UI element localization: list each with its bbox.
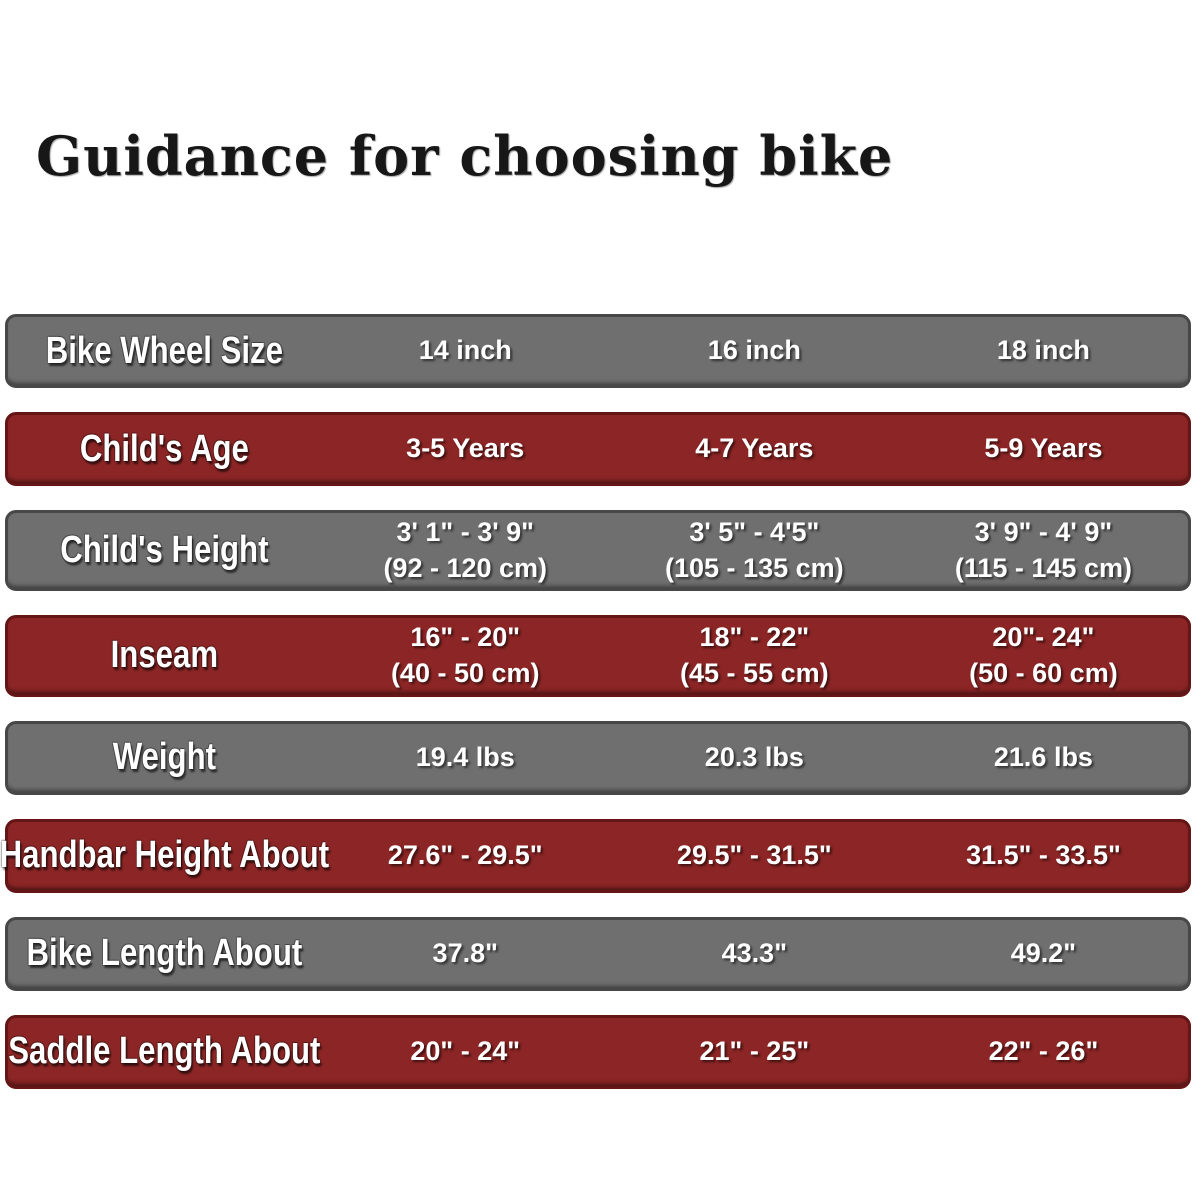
row-label: Handbar Height About	[0, 834, 330, 876]
row-label: Bike Length About	[26, 932, 303, 974]
cell-value: 21" - 25"	[610, 1020, 899, 1084]
cell-value: 20.3 lbs	[610, 726, 899, 790]
cell-value-line: 18 inch	[996, 335, 1090, 366]
row-label: Child's Age	[79, 427, 249, 470]
cell-value-line: 16" - 20"	[410, 622, 521, 653]
row-label: Weight	[112, 736, 216, 778]
cell-value-line: 16 inch	[707, 335, 801, 366]
cell-value: 18" - 22" (45 - 55 cm)	[610, 620, 899, 691]
cell-value-line: 3' 9" - 4' 9"	[974, 517, 1113, 547]
table-row: Bike Wheel Size 14 inch 16 inch 18 inch	[5, 314, 1191, 388]
cell-value: 18 inch	[899, 319, 1188, 383]
cell-value-line: 27.6" - 29.5"	[387, 839, 543, 870]
cell-value-line: 31.5" - 33.5"	[966, 839, 1121, 870]
row-label: Inseam	[110, 634, 219, 677]
cell-value: 3-5 Years	[321, 417, 610, 481]
cell-value-line: (92 - 120 cm)	[383, 552, 548, 583]
cell-value-line: 3' 5" - 4'5"	[689, 517, 820, 547]
cell-value-line: 21.6 lbs	[993, 741, 1093, 772]
cell-value: 4-7 Years	[610, 417, 899, 481]
cell-value: 14 inch	[321, 319, 610, 383]
cell-value: 27.6" - 29.5"	[321, 824, 610, 888]
row-label: Bike Wheel Size	[45, 329, 283, 372]
table-row: Handbar Height About 27.6" - 29.5" 29.5" -…	[0, 818, 1191, 893]
cell-value-line: (45 - 55 cm)	[680, 657, 829, 688]
cell-value-line: 5-9 Years	[984, 433, 1103, 464]
cell-value-line: (40 - 50 cm)	[390, 657, 540, 688]
cell-value-line: 20.3 lbs	[704, 741, 804, 772]
cell-value-line: 29.5" - 31.5"	[676, 839, 832, 870]
table-row: Child's Age 3-5 Years 4-7 Years 5-9 Years	[5, 412, 1191, 486]
row-label: Saddle Length About	[8, 1030, 321, 1072]
cell-value: 49.2"	[899, 922, 1188, 986]
cell-value-line: 19.4 lbs	[415, 741, 515, 772]
cell-value-line: (115 - 145 cm)	[954, 552, 1132, 583]
cell-value-line: 20" - 24"	[410, 1035, 521, 1066]
cell-value: 43.3"	[610, 922, 899, 986]
cell-value-line: 20"- 24"	[992, 622, 1095, 653]
cell-value: 29.5" - 31.5"	[610, 824, 899, 888]
cell-value-line: 43.3"	[721, 937, 787, 968]
cell-value: 3' 9" - 4' 9" (115 - 145 cm)	[899, 515, 1188, 586]
cell-value: 20"- 24" (50 - 60 cm)	[899, 620, 1188, 691]
cell-value: 5-9 Years	[899, 417, 1188, 481]
cell-value: 3' 1" - 3' 9" (92 - 120 cm)	[321, 515, 610, 586]
page-title: Guidance for choosing bike	[36, 124, 894, 188]
cell-value: 16" - 20" (40 - 50 cm)	[321, 620, 610, 691]
cell-value: 3' 5" - 4'5" (105 - 135 cm)	[610, 515, 899, 586]
table-row: Saddle Length About 20" - 24" 21" - 25" 22"…	[5, 1014, 1191, 1089]
row-label: Child's Height	[60, 529, 269, 572]
cell-value-line: 14 inch	[418, 335, 512, 366]
cell-value-line: 49.2"	[1010, 937, 1077, 968]
table-row: Child's Height 3' 1" - 3' 9" (92 - 120 cm)…	[5, 510, 1191, 592]
guidance-table: Bike Wheel Size 14 inch 16 inch 18 inch Chil…	[0, 314, 1191, 1089]
cell-value-line: (105 - 135 cm)	[665, 552, 844, 583]
table-row: Inseam 16" - 20" (40 - 50 cm) 18" - 22" (45 …	[5, 615, 1191, 697]
cell-value-line: 22" - 26"	[988, 1035, 1099, 1066]
cell-value-line: 4-7 Years	[695, 433, 814, 464]
cell-value-line: 21" - 25"	[699, 1035, 810, 1066]
cell-value: 16 inch	[610, 319, 899, 383]
cell-value: 22" - 26"	[899, 1020, 1188, 1084]
cell-value: 19.4 lbs	[321, 726, 610, 790]
cell-value: 31.5" - 33.5"	[899, 824, 1188, 888]
cell-value-line: 18" - 22"	[699, 622, 810, 653]
cell-value: 20" - 24"	[321, 1020, 610, 1084]
table-row: Weight 19.4 lbs 20.3 lbs 21.6 lbs	[5, 720, 1191, 795]
cell-value-line: 3' 1" - 3' 9"	[396, 517, 534, 547]
cell-value-line: 37.8"	[432, 937, 498, 968]
cell-value: 37.8"	[321, 922, 610, 986]
cell-value: 21.6 lbs	[899, 726, 1188, 790]
cell-value-line: (50 - 60 cm)	[969, 657, 1118, 688]
table-row: Bike Length About 37.8" 43.3" 49.2"	[5, 916, 1191, 991]
cell-value-line: 3-5 Years	[406, 433, 525, 464]
